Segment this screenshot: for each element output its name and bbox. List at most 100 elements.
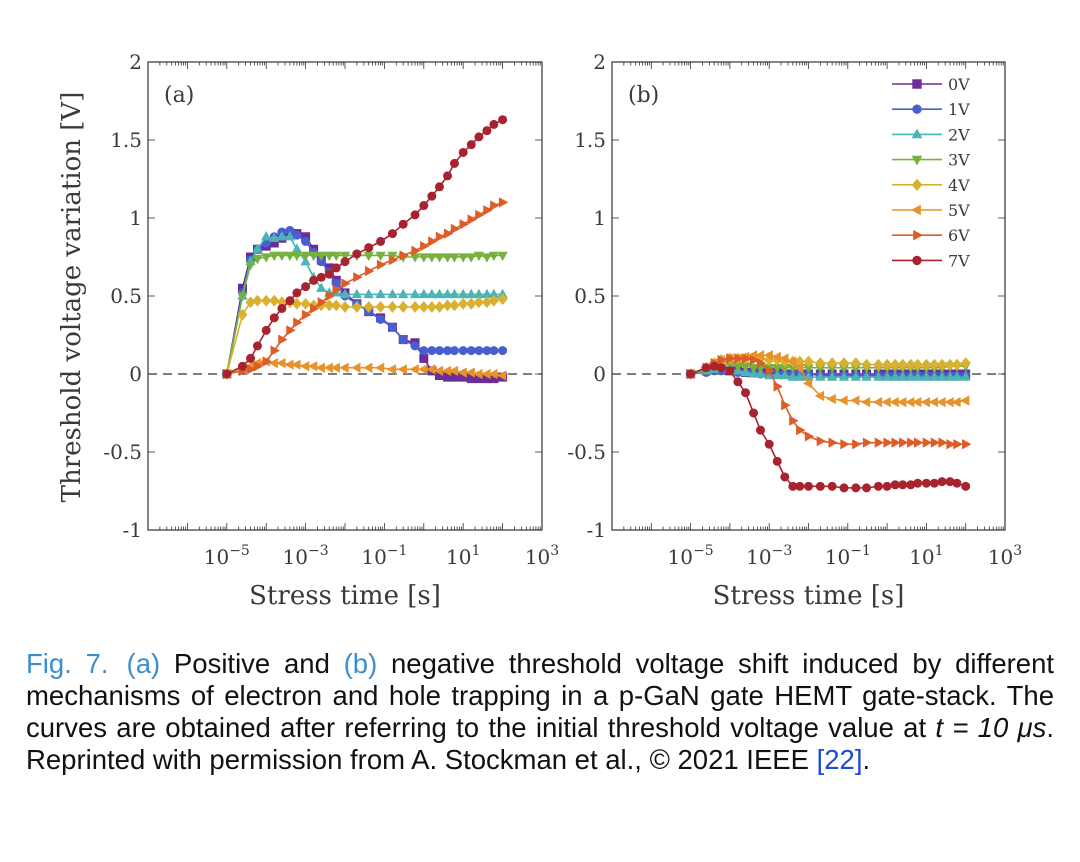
data-point-6V — [443, 228, 454, 239]
data-point-2V — [284, 231, 296, 241]
data-point-4V — [363, 300, 374, 313]
data-point-5V — [763, 350, 773, 361]
data-point-5V — [418, 364, 428, 375]
legend-entry-7V: 7V — [892, 251, 970, 270]
data-point-5V — [374, 362, 385, 373]
y-tick-label: 0 — [593, 362, 606, 386]
data-point-7V — [427, 191, 437, 201]
data-point-4V — [905, 358, 916, 371]
data-point-7V — [803, 481, 813, 491]
data-point-3V — [284, 251, 296, 262]
data-point-1V — [449, 346, 459, 356]
data-point-5V — [307, 361, 318, 372]
data-point-4V — [261, 294, 272, 307]
data-point-4V — [497, 293, 508, 306]
data-point-1V — [398, 335, 408, 345]
legend-marker-2V — [911, 128, 923, 139]
data-point-7V — [252, 341, 262, 351]
data-point-7V — [795, 481, 805, 491]
data-point-6V — [953, 439, 963, 450]
series-7V — [686, 361, 971, 493]
data-point-7V — [331, 263, 341, 273]
legend-marker-7V — [912, 255, 922, 266]
data-point-2V — [316, 282, 327, 292]
data-point-6V — [840, 439, 850, 450]
data-point-2V — [387, 288, 398, 299]
data-point-2V — [815, 371, 826, 381]
data-point-4V — [890, 358, 901, 371]
x-tick-label: 101 — [446, 543, 480, 569]
data-point-6V — [741, 353, 752, 364]
data-point-6V — [399, 250, 409, 261]
data-point-4V — [387, 300, 398, 313]
data-point-6V — [450, 223, 461, 235]
data-point-6V — [420, 240, 430, 252]
data-point-4V — [912, 358, 923, 371]
data-point-3V — [466, 253, 477, 263]
data-point-2V — [827, 371, 838, 381]
legend-entry-2V: 2V — [892, 125, 970, 144]
caption-part-a[interactable]: (a) — [126, 648, 161, 679]
legend-entry-6V: 6V — [892, 226, 970, 245]
plot-frame — [611, 61, 1006, 531]
data-point-7V — [716, 363, 726, 373]
data-point-4V — [945, 358, 956, 371]
data-point-7V — [929, 478, 939, 488]
data-point-7V — [474, 132, 484, 142]
caption-part-b[interactable]: (b) — [343, 648, 378, 679]
data-point-4V — [827, 357, 838, 370]
data-point-5V — [409, 364, 419, 375]
data-point-4V — [237, 308, 248, 321]
data-point-7V — [419, 201, 429, 211]
data-point-3V — [276, 251, 288, 262]
caption-reference-link[interactable]: [22] — [816, 744, 863, 775]
data-point-2V — [351, 288, 362, 299]
data-point-6V — [467, 214, 477, 225]
data-point-7V — [285, 296, 295, 306]
x-tick-label: 103 — [525, 543, 559, 569]
data-point-2V — [944, 371, 956, 381]
data-point-4V — [473, 296, 484, 309]
data-point-4V — [324, 299, 335, 312]
legend-marker-4V — [911, 178, 923, 191]
data-point-4V — [375, 300, 386, 313]
caption-text-4: . — [862, 744, 871, 775]
data-point-6V — [498, 197, 509, 208]
data-point-6V — [883, 437, 893, 448]
data-point-2V — [889, 371, 901, 381]
data-point-3V — [497, 251, 508, 262]
data-point-4V — [398, 300, 409, 313]
data-point-7V — [764, 439, 774, 449]
data-point-5V — [465, 367, 475, 378]
y-tick-label: 1.5 — [110, 128, 142, 152]
x-axis-title: Stress time [s] — [249, 581, 441, 611]
data-point-7V — [292, 288, 302, 298]
data-point-5V — [802, 378, 813, 389]
data-point-2V — [458, 288, 469, 299]
data-point-7V — [882, 481, 892, 491]
data-point-5V — [936, 396, 946, 408]
data-point-6V — [246, 364, 257, 375]
data-point-2V — [363, 288, 374, 299]
data-point-5V — [960, 395, 970, 406]
data-point-6V — [717, 354, 727, 366]
data-point-6V — [325, 290, 335, 302]
x-tick-label: 10−5 — [668, 543, 714, 569]
data-point-2V — [434, 288, 445, 299]
data-point-3V — [339, 251, 351, 262]
data-point-6V — [930, 437, 941, 448]
data-point-6V — [922, 437, 933, 448]
data-point-7V — [827, 481, 837, 491]
data-point-7V — [301, 282, 311, 292]
data-point-6V — [914, 437, 924, 448]
legend-marker-0V — [912, 79, 922, 89]
data-point-6V — [899, 437, 909, 448]
figure: Threshold voltage variation [V] 2 1.5 1 0.5… — [57, 50, 1022, 611]
data-point-5V — [951, 396, 961, 408]
data-point-6V — [862, 437, 873, 448]
data-point-6V — [483, 205, 493, 216]
data-point-2V — [375, 288, 386, 299]
data-point-2V — [252, 243, 263, 253]
data-point-3V — [418, 253, 429, 263]
legend-entry-1V: 1V — [892, 100, 970, 119]
